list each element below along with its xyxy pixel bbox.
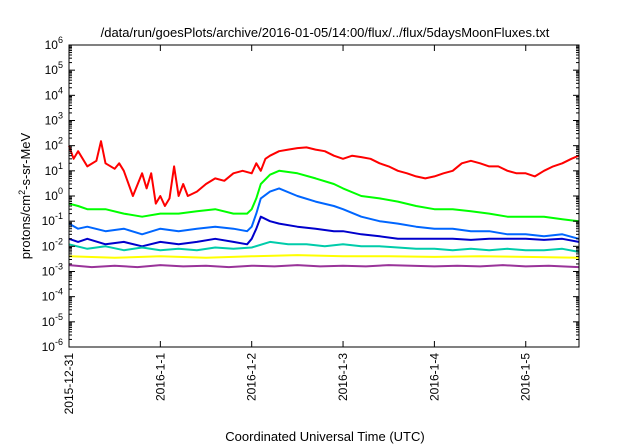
series-line-4 — [68, 240, 579, 253]
y-tick-label: 100 — [45, 186, 63, 203]
plot-frame — [68, 44, 580, 348]
y-tick-label: 106 — [45, 35, 63, 52]
y-tick-label: 103 — [45, 111, 63, 128]
y-tick-label: 10-3 — [42, 262, 63, 279]
y-tick-label: 10-1 — [42, 211, 63, 228]
series-line-2 — [68, 187, 579, 240]
x-tick-label: 2016-1-5 — [519, 353, 533, 401]
y-tick-label: 10-6 — [42, 337, 63, 354]
x-tick-label: 2016-1-3 — [336, 353, 350, 401]
series-line-0 — [68, 140, 580, 207]
x-tick-label: 2016-1-2 — [245, 353, 259, 401]
series-line-6 — [68, 264, 579, 269]
y-tick-label: 101 — [45, 161, 63, 178]
x-tick-label: 2016-1-4 — [427, 353, 441, 401]
y-tick-label: 10-4 — [42, 287, 63, 304]
series-line-1 — [68, 169, 579, 223]
y-tick-label: 10-5 — [42, 312, 63, 329]
series-line-5 — [68, 254, 579, 259]
chart-title: /data/run/goesPlots/archive/2016-01-05/1… — [101, 25, 550, 40]
y-tick-label: 102 — [45, 136, 63, 153]
y-axis: 10-6 10-5 10-4 10-3 10-2 10-1 100 101 102 103 104 1… — [42, 35, 579, 354]
series-line-3 — [68, 215, 579, 248]
x-axis-label: Coordinated Universal Time (UTC) — [225, 429, 424, 444]
y-axis-label: protons/cm2-s-sr-MeV — [17, 132, 33, 259]
x-tick-label: 2016-1-1 — [153, 353, 167, 401]
series-group — [68, 140, 580, 269]
y-tick-label: 104 — [45, 85, 63, 102]
y-tick-label: 10-2 — [42, 236, 63, 253]
y-tick-label: 105 — [45, 60, 63, 77]
x-axis: 2015-12-31 2016-1-1 2016-1-2 2016-1-3 2016-1… — [62, 45, 533, 414]
x-tick-label: 2015-12-31 — [62, 353, 76, 415]
